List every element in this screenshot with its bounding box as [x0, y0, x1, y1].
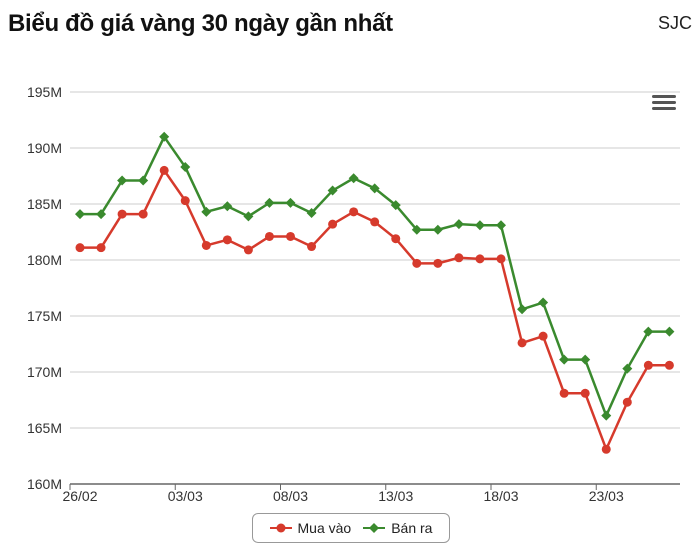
- data-point-sell: [327, 185, 338, 196]
- data-point-sell: [138, 175, 149, 186]
- x-tick-label: 13/03: [378, 488, 413, 504]
- data-point-buy: [496, 254, 506, 264]
- data-point-sell: [285, 197, 296, 208]
- legend-item-sell[interactable]: Bán ra: [363, 520, 432, 536]
- source-label: SJC: [657, 13, 692, 33]
- data-point-sell: [517, 304, 528, 315]
- chart-title: Biểu đồ giá vàng 30 ngày gần nhất: [8, 10, 393, 37]
- y-tick-label: 160M: [27, 476, 62, 492]
- data-point-buy: [538, 331, 548, 341]
- menu-bar: [652, 95, 676, 98]
- data-point-sell: [453, 219, 464, 230]
- y-tick-label: 185M: [27, 196, 62, 212]
- data-point-sell: [622, 363, 633, 374]
- data-point-buy: [475, 254, 485, 264]
- legend-label-sell: Bán ra: [391, 520, 433, 536]
- chart-header: Biểu đồ giá vàng 30 ngày gần nhất SJC: [0, 0, 700, 50]
- data-point-buy: [643, 360, 653, 370]
- data-point-sell: [369, 183, 380, 194]
- data-point-buy: [433, 258, 443, 268]
- data-point-sell: [264, 197, 275, 208]
- data-point-buy: [391, 234, 401, 244]
- data-point-buy: [159, 165, 169, 175]
- x-tick-label: 26/02: [62, 488, 97, 504]
- data-point-buy: [222, 235, 232, 245]
- data-point-buy: [454, 253, 464, 263]
- data-point-sell: [201, 206, 212, 217]
- data-point-buy: [243, 245, 253, 255]
- legend-item-buy[interactable]: Mua vào: [269, 520, 352, 536]
- data-point-sell: [96, 209, 107, 220]
- data-point-buy: [559, 388, 569, 398]
- data-point-sell: [117, 175, 128, 186]
- chart-legend: Mua vào Bán ra: [252, 513, 450, 543]
- hamburger-menu-icon[interactable]: [650, 92, 678, 118]
- data-point-sell: [306, 207, 317, 218]
- series-line-buy: [80, 169, 670, 451]
- y-tick-label: 190M: [27, 140, 62, 156]
- data-point-buy: [517, 338, 527, 348]
- data-point-buy: [328, 219, 338, 229]
- data-point-sell: [75, 209, 85, 220]
- data-point-sell: [538, 297, 549, 308]
- data-point-sell: [159, 131, 170, 142]
- menu-bar: [652, 107, 676, 110]
- x-tick-label: 18/03: [483, 488, 518, 504]
- data-point-sell: [474, 220, 485, 231]
- data-point-buy: [180, 196, 190, 206]
- data-point-sell: [664, 326, 675, 337]
- data-point-buy: [286, 231, 295, 241]
- data-point-sell: [496, 220, 506, 231]
- data-point-sell: [180, 162, 191, 173]
- data-point-buy: [349, 207, 359, 217]
- legend-marker-buy-icon: [269, 523, 292, 533]
- data-point-sell: [601, 410, 612, 421]
- data-point-sell: [390, 200, 401, 211]
- data-point-buy: [117, 209, 127, 219]
- data-point-buy: [201, 240, 211, 250]
- x-tick-label: 08/03: [273, 488, 308, 504]
- data-point-buy: [601, 444, 611, 454]
- legend-marker-sell-icon: [363, 523, 386, 533]
- y-tick-label: 170M: [27, 364, 62, 380]
- y-tick-label: 180M: [27, 252, 62, 268]
- data-point-sell: [243, 211, 254, 222]
- data-point-buy: [138, 209, 148, 219]
- data-point-sell: [559, 354, 570, 365]
- data-point-sell: [222, 201, 233, 212]
- y-tick-label: 165M: [27, 420, 62, 436]
- x-tick-label: 23/03: [589, 488, 624, 504]
- data-point-sell: [580, 354, 591, 365]
- data-point-sell: [643, 326, 654, 337]
- data-point-sell: [348, 173, 359, 184]
- y-tick-label: 195M: [27, 84, 62, 100]
- data-point-buy: [75, 243, 85, 253]
- data-point-buy: [412, 258, 422, 268]
- data-point-buy: [370, 217, 380, 227]
- legend-label-buy: Mua vào: [297, 520, 352, 536]
- data-point-buy: [96, 243, 106, 253]
- data-point-buy: [622, 397, 632, 407]
- data-point-buy: [664, 360, 674, 370]
- data-point-buy: [307, 242, 317, 252]
- y-tick-label: 175M: [27, 308, 62, 324]
- data-point-buy: [264, 231, 274, 241]
- x-tick-label: 03/03: [168, 488, 203, 504]
- data-point-sell: [432, 224, 443, 235]
- data-point-buy: [580, 388, 590, 398]
- menu-bar: [652, 101, 676, 104]
- data-point-sell: [411, 224, 422, 235]
